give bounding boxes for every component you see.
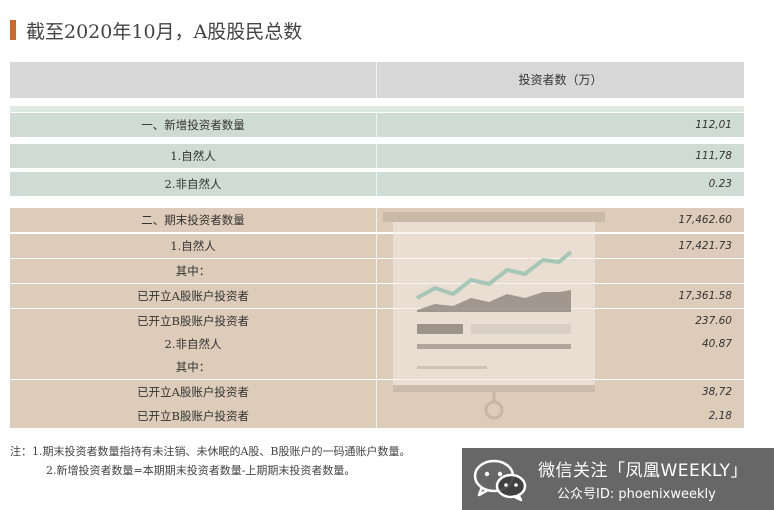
table-header: 投资者数（万） xyxy=(10,62,744,98)
section-spacer xyxy=(10,106,744,112)
row-value: 111,78 xyxy=(695,150,732,162)
row-label: 已开立A股账户投资者 xyxy=(137,385,249,399)
header-col2: 投资者数（万） xyxy=(518,73,603,87)
footnote-2: 2.新增投资者数量=本期期末投资者数量-上期期末投资者数量。 xyxy=(46,464,356,477)
row-divider xyxy=(376,113,377,137)
row-divider xyxy=(376,380,377,404)
watermark-line1: 微信关注「凤凰WEEKLY」 xyxy=(538,461,749,481)
row-divider xyxy=(376,144,377,168)
row-label: 其中： xyxy=(175,360,211,374)
row-label: 已开立A股账户投资者 xyxy=(137,289,249,303)
row-value: 112,01 xyxy=(695,119,732,131)
row-value: 17,462.60 xyxy=(678,214,732,226)
table-row: 其中： xyxy=(10,355,744,379)
table-row: 1.自然人 17,421.73 xyxy=(10,234,744,258)
header-divider xyxy=(376,62,377,98)
table-row: 一、新增投资者数量 112,01 xyxy=(10,113,744,137)
row-divider xyxy=(376,404,377,428)
row-value: 38,72 xyxy=(701,386,732,398)
row-value xyxy=(377,355,732,379)
table-row: 2.非自然人 40.87 xyxy=(10,332,744,356)
table-row: 已开立A股账户投资者 17,361.58 xyxy=(10,284,744,308)
footnotes: 注：1.期末投资者数量指持有未注销、未休眠的A股、B股账户的一码通账户数量。 2… xyxy=(10,442,411,480)
row-divider xyxy=(376,284,377,308)
row-label: 2.非自然人 xyxy=(164,337,222,351)
wechat-icon xyxy=(473,459,527,502)
row-divider xyxy=(376,208,377,232)
row-value: 17,421.73 xyxy=(678,240,732,252)
row-value: 17,361.58 xyxy=(678,290,732,302)
row-divider xyxy=(376,332,377,356)
row-label: 二、期末投资者数量 xyxy=(141,213,245,227)
row-value: 2,18 xyxy=(708,410,732,422)
row-value xyxy=(377,259,732,283)
table-row: 1.自然人 111,78 xyxy=(10,144,744,168)
table-row: 已开立B股账户投资者 237.60 xyxy=(10,309,744,333)
row-divider xyxy=(376,355,377,379)
table-row: 其中： xyxy=(10,259,744,283)
row-label: 1.自然人 xyxy=(170,149,216,163)
title-accent-bar xyxy=(10,20,16,40)
row-divider xyxy=(376,172,377,196)
row-divider xyxy=(376,309,377,333)
watermark-line2: 公众号ID: phoenixweekly xyxy=(557,487,716,502)
footnote-1: 注：1.期末投资者数量指持有未注销、未休眠的A股、B股账户的一码通账户数量。 xyxy=(10,445,411,458)
wechat-watermark: 微信关注「凤凰WEEKLY」 公众号ID: phoenixweekly xyxy=(462,448,774,510)
table-row: 二、期末投资者数量 17,462.60 xyxy=(10,208,744,232)
row-value: 40.87 xyxy=(701,338,732,350)
row-label: 1.自然人 xyxy=(170,239,216,253)
row-value: 237.60 xyxy=(695,315,732,327)
row-label: 2.非自然人 xyxy=(164,177,222,191)
row-label: 其中： xyxy=(175,264,211,278)
row-label: 已开立B股账户投资者 xyxy=(137,409,249,423)
row-divider xyxy=(376,259,377,283)
row-divider xyxy=(376,234,377,258)
row-label: 一、新增投资者数量 xyxy=(141,118,245,132)
row-label: 已开立B股账户投资者 xyxy=(137,314,249,328)
table-row: 已开立B股账户投资者 2,18 xyxy=(10,404,744,428)
table-row: 已开立A股账户投资者 38,72 xyxy=(10,380,744,404)
table-row: 2.非自然人 0.23 xyxy=(10,172,744,196)
row-value: 0.23 xyxy=(708,178,732,190)
page-title: 截至2020年10月，A股股民总数 xyxy=(26,21,303,43)
